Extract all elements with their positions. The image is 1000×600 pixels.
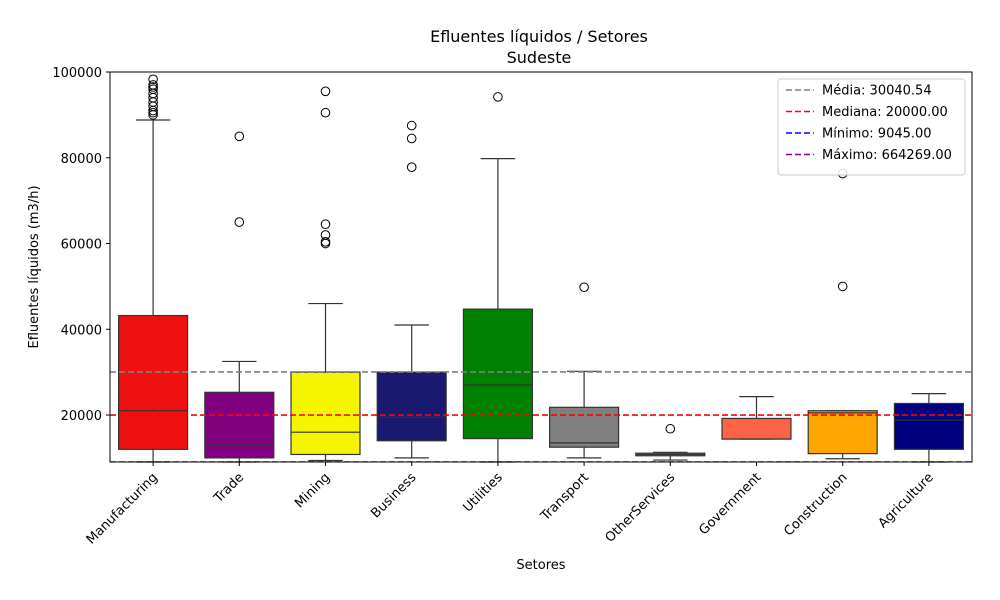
legend-item: Média: 30040.54 (786, 84, 932, 99)
box-trade (204, 131, 275, 463)
box-body (549, 406, 620, 448)
box-transport (549, 282, 620, 459)
legend-item: Máximo: 664269.00 (786, 148, 952, 163)
y-tick-label: 60000 (61, 238, 102, 253)
x-tick-label: Utilities (461, 470, 506, 515)
legend-label: Média: 30040.54 (822, 84, 932, 99)
outlier-point (234, 131, 245, 142)
x-axis-label: Setores (516, 558, 565, 573)
legend-item: Mínimo: 9045.00 (786, 127, 932, 142)
legend-label: Mediana: 20000.00 (822, 105, 948, 120)
y-tick-label: 40000 (61, 323, 102, 338)
legend-box (777, 78, 966, 176)
box-body (893, 402, 964, 450)
outlier-point (320, 107, 331, 118)
outlier-point (579, 282, 589, 293)
box-body (721, 417, 792, 440)
outlier-point (320, 219, 331, 230)
box-body (290, 371, 361, 456)
outlier-point (406, 133, 417, 144)
outlier-point (320, 230, 331, 240)
outlier-point (837, 281, 848, 292)
outlier-point (406, 120, 417, 131)
legend: Média: 30040.54 Mediana: 20000.00 Mínimo: … (777, 78, 966, 176)
legend-item: Mediana: 20000.00 (786, 105, 948, 120)
chart-title: Efluentes líquidos / Setores (430, 27, 648, 46)
x-tick-label: Mining (292, 470, 333, 511)
y-tick-label: 100000 (52, 66, 102, 81)
y-tick-label: 80000 (61, 152, 102, 167)
x-tick-label: Construction (781, 470, 850, 539)
outlier-point (148, 107, 158, 118)
x-tick-label: Manufacturing (84, 470, 161, 547)
legend-label: Mínimo: 9045.00 (822, 127, 932, 142)
outlier-point (148, 74, 158, 85)
axes-frame (109, 71, 973, 463)
legend-label: Máximo: 664269.00 (822, 148, 952, 163)
box-body (376, 371, 447, 442)
box-body (204, 391, 275, 459)
outlier-point (665, 423, 676, 434)
outlier-point (148, 80, 158, 90)
y-axis-label: Efluentes líquidos (m3/h) (27, 185, 42, 348)
box-otherservices (635, 423, 706, 461)
outlier-point (406, 162, 417, 172)
box-body (807, 410, 878, 455)
x-tick-label: Agriculture (876, 470, 937, 531)
box-mining (290, 86, 361, 462)
outlier-point (320, 236, 331, 247)
outlier-point (493, 92, 503, 102)
box-body (118, 314, 189, 450)
outlier-point (320, 86, 331, 97)
chart-subtitle: Sudeste (507, 48, 572, 67)
x-tick-label: OtherServices (603, 470, 679, 546)
box-agriculture (893, 392, 964, 463)
outlier-point (148, 82, 158, 92)
box-government (721, 395, 792, 440)
outlier-point (148, 84, 158, 94)
box-manufacturing (118, 74, 189, 463)
x-tick-label: Transport (537, 470, 591, 524)
x-tick-label: Trade (211, 470, 247, 506)
box-business (376, 120, 447, 459)
x-tick-label: Government (696, 470, 764, 538)
outlier-point (234, 217, 245, 227)
box-utilities (462, 92, 533, 463)
y-tick-label: 20000 (61, 409, 102, 424)
x-tick-label: Business (368, 470, 419, 521)
box-body (462, 308, 533, 440)
box-construction (807, 168, 878, 460)
